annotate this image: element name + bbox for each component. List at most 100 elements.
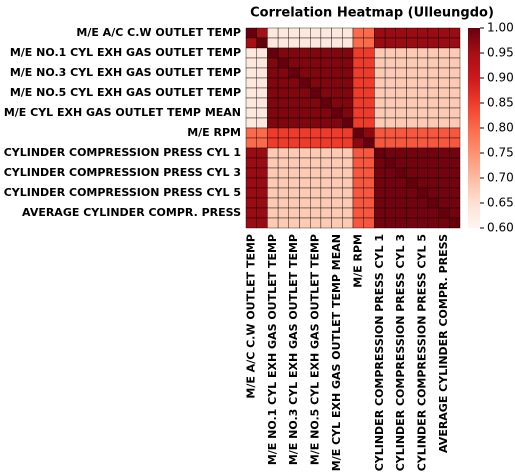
cell <box>449 137 461 149</box>
cell <box>299 147 311 159</box>
cell <box>267 197 279 209</box>
cell <box>310 87 322 99</box>
cell <box>352 117 364 129</box>
cell <box>245 187 257 199</box>
cell <box>449 157 461 169</box>
cell <box>449 27 461 39</box>
cell <box>352 67 364 79</box>
cell <box>320 157 332 169</box>
cell <box>288 27 300 39</box>
cell <box>427 117 439 129</box>
cell <box>374 137 386 149</box>
cell <box>427 197 439 209</box>
cell <box>427 67 439 79</box>
cell <box>438 187 450 199</box>
cell <box>427 27 439 39</box>
cell <box>267 67 279 79</box>
cell <box>363 127 375 139</box>
cell <box>256 117 268 129</box>
cell <box>395 97 407 109</box>
cell <box>406 107 418 119</box>
cell <box>288 47 300 59</box>
cell <box>277 107 290 119</box>
cell <box>342 47 354 59</box>
cell <box>363 107 375 119</box>
cell <box>374 157 386 169</box>
cell <box>427 137 439 149</box>
cell <box>374 197 386 209</box>
cell <box>277 147 290 159</box>
cell <box>299 187 311 199</box>
cell <box>267 137 279 149</box>
cell <box>267 147 279 159</box>
cell <box>374 177 386 189</box>
cell <box>288 157 300 169</box>
cell <box>277 77 290 89</box>
x-tick-label: M/E A/C C.W OUTLET TEMP <box>244 234 257 399</box>
cell <box>384 137 397 149</box>
colorbar <box>468 28 480 228</box>
cell <box>417 167 429 179</box>
cell <box>417 27 429 39</box>
cell <box>331 157 343 169</box>
cell <box>384 57 397 69</box>
cell <box>342 207 354 219</box>
cell <box>267 117 279 129</box>
colorbar-tick-label: 1.00 <box>487 21 514 35</box>
cell <box>363 37 375 49</box>
cell <box>277 187 290 199</box>
cell <box>342 187 354 199</box>
cell <box>374 67 386 79</box>
cell <box>449 127 461 139</box>
cell <box>342 197 354 209</box>
cell <box>331 217 343 229</box>
cell <box>363 27 375 39</box>
cell <box>342 177 354 189</box>
cell <box>384 197 397 209</box>
cell <box>342 157 354 169</box>
cell <box>288 57 300 69</box>
cell <box>395 27 407 39</box>
cell <box>395 127 407 139</box>
cell <box>320 117 332 129</box>
x-tick-label: AVERAGE CYLINDER COMPR. PRESS <box>437 234 450 453</box>
cell <box>320 27 332 39</box>
cell <box>288 67 300 79</box>
cell <box>384 97 397 109</box>
cell <box>438 107 450 119</box>
cell <box>245 47 257 59</box>
cell <box>310 117 322 129</box>
cell <box>331 177 343 189</box>
cell <box>245 27 257 39</box>
cell <box>320 47 332 59</box>
cell <box>352 47 364 59</box>
cell <box>363 187 375 199</box>
cell <box>245 87 257 99</box>
cell <box>417 107 429 119</box>
cell <box>299 107 311 119</box>
cell <box>267 167 279 179</box>
cell <box>363 57 375 69</box>
colorbar-tick-label: 0.85 <box>487 96 514 110</box>
cell <box>352 107 364 119</box>
cell <box>331 207 343 219</box>
cell <box>395 47 407 59</box>
cell <box>245 57 257 69</box>
cell <box>449 47 461 59</box>
cell <box>277 157 290 169</box>
cell <box>406 157 418 169</box>
cell <box>288 147 300 159</box>
cell <box>331 127 343 139</box>
cell <box>299 167 311 179</box>
cell <box>427 87 439 99</box>
colorbar-tick-label: 0.80 <box>487 121 514 135</box>
cell <box>256 177 268 189</box>
cell <box>449 57 461 69</box>
cell <box>310 107 322 119</box>
cell <box>384 77 397 89</box>
cell <box>449 177 461 189</box>
cell <box>320 107 332 119</box>
cell <box>352 167 364 179</box>
cell <box>384 37 397 49</box>
cell <box>299 217 311 229</box>
